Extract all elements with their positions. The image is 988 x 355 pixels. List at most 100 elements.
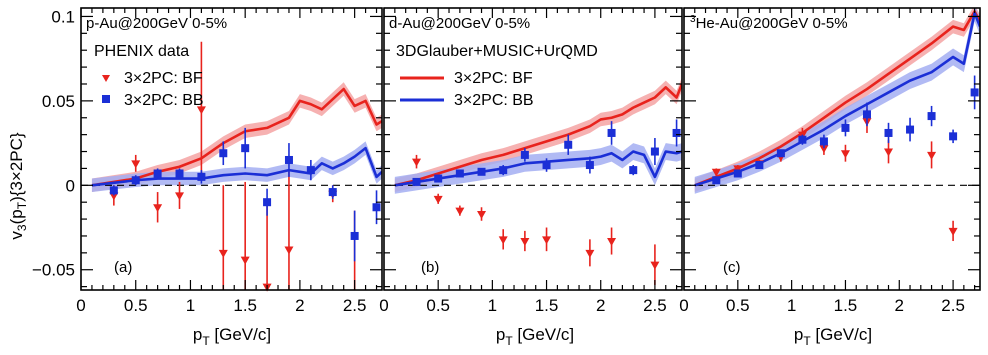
data-point-bb [372,203,381,212]
legend-model-title: 3DGlauber+MUSIC+UrQMD [396,43,598,60]
axes: 0 0.5 1 1.5 2 2.5 [379,7,683,315]
data-point-bb [477,167,486,176]
legend-data-title: PHENIX data [94,43,189,60]
x-tick-label: 2.5 [941,296,965,315]
x-tick-label: 2 [895,296,904,315]
legend-bf-data-label: 3×2PC: BF [124,70,203,87]
x-tick-label: 1 [787,296,796,315]
data-point-bb [798,135,807,144]
data-point-bb [819,137,828,146]
panel-c: 0 0.5 1 1.5 2 2.5 3He-Au@200GeV 0-5% (c) [679,7,981,315]
x-axis-label-c: pT [GeV/c] [794,325,872,348]
data-point-bb [755,161,764,170]
panel-tag-c: (c) [723,259,741,276]
model-band-bb [394,143,682,194]
data-point-bb [263,198,272,207]
data-point-bb [197,172,206,181]
data-point-bf [153,204,163,213]
y-tick-label: −0.05 [32,261,75,280]
x-tick-label: 0.5 [124,296,148,315]
x-tick-label: 2.5 [643,296,667,315]
x-axis-label-a: pT [GeV/c] [193,325,271,348]
data-point-bf [284,246,294,255]
data-point-bb [607,128,616,137]
data-point-bf [109,192,119,201]
data-point-bb [672,128,681,137]
data-point-bf [927,151,937,160]
data-point-bf [948,227,958,236]
x-tick-label: 0 [76,296,85,315]
data-point-bb [153,169,162,178]
data-point-bb [434,174,443,183]
x-tick-label: 0.5 [726,296,750,315]
data-points [711,75,979,242]
data-point-bb [131,176,140,185]
data-point-bb [927,112,936,121]
data-point-bf [607,238,617,247]
x-tick-label: 1.5 [834,296,858,315]
data-point-bb [241,144,250,153]
data-point-bf [412,158,422,167]
panel-title-a: p-Au@200GeV 0-5% [86,15,227,32]
y-tick-label: 0.05 [42,92,75,111]
legend-bb-model-label: 3×2PC: BB [454,92,534,109]
data-point-bb [733,169,742,178]
y-tick-label: 0.1 [51,7,75,26]
data-point-bf [733,165,743,174]
axes-frame [80,7,383,291]
data-point-bf [240,256,250,265]
model-band-bf [694,8,980,193]
panel-title-b: d-Au@200GeV 0-5% [389,15,530,32]
x-tick-label: 1.5 [233,296,257,315]
data-point-bb [712,176,721,185]
x-tick-label: 0.5 [426,296,450,315]
legend-bb-data-label: 3×2PC: BB [124,92,204,109]
x-tick-label: 1 [186,296,195,315]
x-tick-label: 2 [295,296,304,315]
data-point-bb [306,166,315,175]
data-point-bb [629,166,638,175]
data-point-bf [650,261,660,270]
data-point-bb [841,123,850,132]
x-tick-label: 2 [596,296,605,315]
data-point-bf [819,145,829,154]
data-point-bf [585,249,595,258]
model-line-bb [694,11,980,187]
data-point-bf [520,238,530,247]
data-point-bb [949,132,958,141]
panel-tag-b: (b) [421,259,439,276]
panel-b: 0 0.5 1 1.5 2 2.5 d-Au@200GeV 0-5% (b) 3DGlau… [379,7,683,315]
data-point-bb [175,169,184,178]
data-point-bf [840,150,850,159]
data-point-bb [906,125,915,134]
x-axis-label-b: pT [GeV/c] [496,325,574,348]
legend-bf-model-label: 3×2PC: BF [454,70,533,87]
legend-bf-data-marker [102,75,110,82]
data-point-bf [131,160,141,169]
data-point-bb [520,150,529,159]
data-point-bb [862,110,871,119]
data-point-bf [175,192,185,201]
data-point-bb [328,188,337,197]
data-point-bb [219,149,228,158]
axes: 0 0.5 1 1.5 2 2.5 [679,7,981,315]
data-point-bf [884,148,894,157]
data-point-bb [650,147,659,156]
data-point-bb [776,149,785,158]
x-tick-label: 0 [679,296,688,315]
data-point-bb [499,166,508,175]
axes-frame [383,7,683,291]
panel-title-c: 3He-Au@200GeV 0-5% [690,14,848,32]
x-tick-label: 1 [488,296,497,315]
data-point-bf [542,236,552,245]
data-point-bf [218,249,228,258]
data-point-bf [498,236,508,245]
y-tick-label: 0 [66,176,75,195]
data-point-bf [455,207,465,216]
data-point-bf [433,195,443,204]
data-point-bb [350,231,359,240]
x-tick-label: 1.5 [535,296,559,315]
model-lines [694,10,980,187]
x-tick-label: 0 [379,296,388,315]
